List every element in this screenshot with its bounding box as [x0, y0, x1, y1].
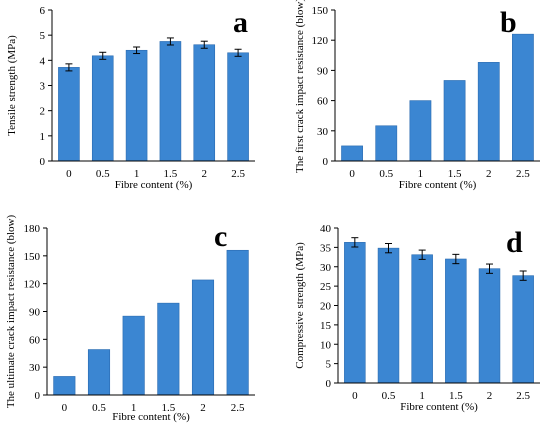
bar-0 [341, 145, 363, 162]
y-tick-label: 0 [326, 378, 332, 390]
bar-0 [53, 376, 76, 396]
x-tick-label: 2 [202, 168, 208, 180]
y-tick-label: 60 [29, 334, 41, 346]
bar-0 [58, 67, 80, 162]
panel-letter: d [506, 226, 523, 259]
y-tick-label: 0 [323, 156, 329, 168]
y-tick-label: 20 [320, 301, 332, 313]
bar-0.5 [375, 125, 398, 162]
y-tick-label: 30 [320, 262, 332, 274]
x-tick-label: 1.5 [161, 402, 175, 414]
x-tick-label: 2.5 [516, 390, 530, 402]
y-tick-label: 0 [35, 390, 41, 402]
x-tick-label: 2 [200, 402, 206, 414]
y-tick-label: 4 [40, 55, 46, 67]
panel-letter: c [214, 220, 227, 253]
panel-a: 0 0.5 1 1.5 2 2.5 0 1 2 3 4 5 6 Fibre content (%) Tens… [6, 5, 255, 191]
y-tick-label: 5 [40, 30, 46, 42]
y-tick-label: 35 [320, 242, 332, 254]
x-tick-label: 0.5 [379, 168, 393, 180]
x-axis-title: Fibre content (%) [112, 411, 190, 423]
y-axis-title: Compressive strength (MPa) [294, 242, 306, 369]
x-tick-label: 1 [418, 168, 424, 180]
y-tick-label: 30 [317, 126, 329, 138]
bar-1 [125, 49, 148, 162]
bar-0.5 [377, 247, 400, 384]
y-axis-title: Tensile strength (MPa) [6, 35, 18, 136]
bar-1.5 [443, 80, 466, 162]
panel-letter: b [500, 6, 517, 39]
bar-2.5 [227, 52, 249, 162]
x-tick-label: 1 [134, 168, 140, 180]
bar-1.5 [445, 258, 467, 384]
x-tick-label: 0 [352, 390, 358, 402]
x-tick-label: 0 [62, 402, 68, 414]
y-tick-label: 150 [24, 251, 41, 263]
bar-2 [191, 279, 215, 396]
x-tick-label: 1 [131, 402, 137, 414]
y-tick-label: 25 [320, 281, 332, 293]
bar-1 [122, 315, 145, 396]
bar-1 [409, 100, 432, 162]
bar-2.5 [512, 33, 534, 162]
bar-2 [193, 44, 216, 162]
x-tick-label: 2.5 [231, 168, 245, 180]
x-tick-label: 0.5 [382, 390, 396, 402]
x-tick-label: 0 [349, 168, 355, 180]
y-tick-label: 60 [317, 96, 329, 108]
panel-letter: a [233, 6, 248, 39]
y-tick-label: 90 [317, 65, 329, 77]
y-tick-label: 5 [326, 359, 332, 371]
x-axis-title: Fibre content (%) [115, 179, 193, 191]
panel-d: 0 0.5 1 1.5 2 2.5 0 5 10 15 20 25 30 35 40 Fibre conten… [294, 223, 540, 413]
x-axis-title: Fibre content (%) [399, 179, 477, 191]
bar-2.5 [226, 249, 249, 396]
x-tick-label: 1.5 [449, 390, 463, 402]
x-axis-title: Fibre content (%) [400, 401, 478, 413]
y-tick-label: 90 [29, 307, 41, 319]
y-tick-label: 40 [320, 223, 332, 235]
bar-0.5 [91, 55, 114, 162]
bar-2 [478, 268, 501, 384]
y-tick-label: 120 [312, 35, 329, 47]
y-tick-label: 180 [24, 223, 41, 235]
panel-b: 0 0.5 1 1.5 2 2.5 0 30 60 90 120 150 Fibre content (… [294, 0, 540, 191]
x-tick-label: 0.5 [92, 402, 106, 414]
x-tick-label: 2.5 [516, 168, 530, 180]
x-tick-label: 0 [66, 168, 72, 180]
x-tick-label: 1 [419, 390, 425, 402]
bar-1.5 [157, 302, 180, 396]
y-axis-title: The first crack impact resistance (blow) [294, 0, 306, 173]
y-tick-label: 10 [320, 339, 332, 351]
y-tick-label: 1 [40, 131, 46, 143]
x-tick-label: 2.5 [231, 402, 245, 414]
x-tick-label: 1.5 [164, 168, 178, 180]
y-tick-label: 0 [40, 156, 46, 168]
y-tick-label: 30 [29, 362, 41, 374]
x-tick-label: 2 [486, 168, 492, 180]
x-tick-label: 1.5 [448, 168, 462, 180]
bar-0 [344, 242, 366, 384]
bar-2.5 [512, 275, 534, 384]
y-tick-label: 2 [40, 106, 46, 118]
bar-2 [477, 62, 500, 162]
y-tick-label: 120 [24, 279, 41, 291]
panel-c: 0 0.5 1 1.5 2 2.5 0 30 60 90 120 150 180 Fibre conten… [5, 215, 255, 423]
x-tick-label: 2 [487, 390, 493, 402]
y-tick-label: 15 [320, 320, 332, 332]
y-axis-title: The ultimate crack impact resistance (bl… [5, 215, 17, 409]
y-tick-label: 6 [40, 5, 46, 17]
y-tick-label: 150 [312, 5, 329, 17]
x-tick-label: 0.5 [96, 168, 110, 180]
y-tick-label: 3 [40, 81, 46, 93]
bar-0.5 [87, 349, 111, 396]
bar-1 [411, 254, 433, 384]
bar-1.5 [159, 41, 182, 162]
